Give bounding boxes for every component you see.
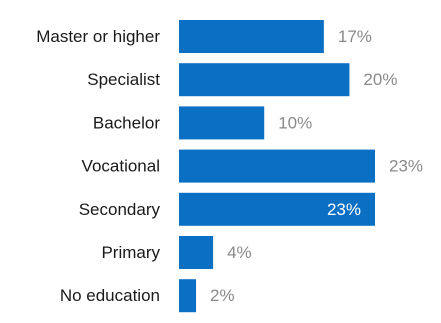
bar [179, 279, 197, 313]
value-label: 17% [338, 27, 372, 46]
category-label: Vocational [82, 157, 160, 176]
value-label: 23% [327, 200, 361, 219]
value-label: 4% [227, 243, 252, 262]
value-label: 2% [210, 286, 235, 305]
value-label: 10% [278, 113, 312, 132]
bar [179, 192, 375, 226]
category-label: Bachelor [93, 113, 160, 132]
bar [179, 149, 375, 183]
value-label: 20% [363, 70, 397, 89]
category-label: Specialist [87, 70, 160, 89]
category-label: Primary [101, 243, 160, 262]
bar [179, 236, 214, 269]
bar [179, 20, 324, 53]
bar [179, 63, 350, 97]
category-label: Master or higher [36, 27, 160, 46]
bar [179, 106, 265, 140]
category-label: Secondary [79, 200, 161, 219]
category-label: No education [60, 286, 160, 305]
value-label: 23% [389, 157, 423, 176]
